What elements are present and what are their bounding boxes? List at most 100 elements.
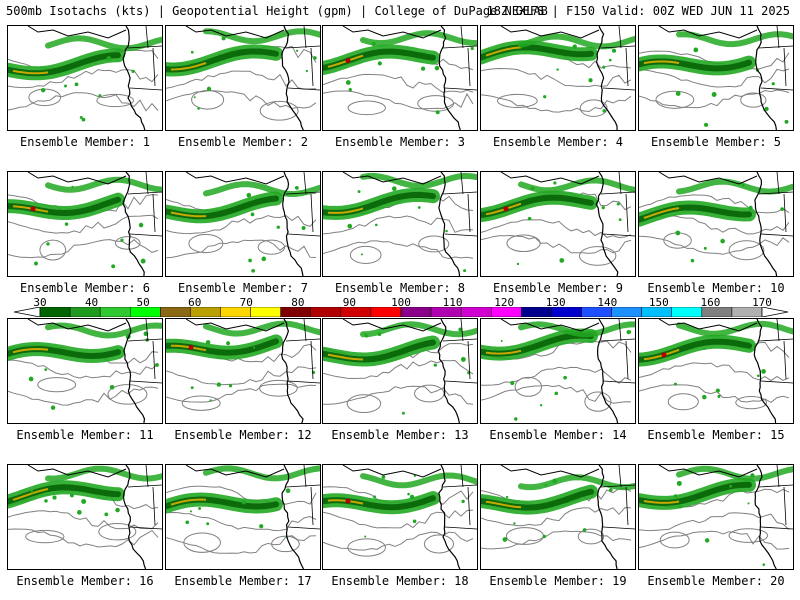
colorbar-tick-label: 170 — [752, 296, 772, 309]
colorbar-swatch — [611, 307, 642, 317]
colorbar-swatch — [731, 307, 763, 317]
ensemble-member-map — [480, 171, 636, 277]
ensemble-member-map — [322, 318, 478, 424]
member-map-graphic — [639, 26, 793, 130]
colorbar-tick-label: 80 — [291, 296, 305, 309]
colorbar-tick-label: 110 — [442, 296, 463, 309]
colorbar-tick-label: 30 — [33, 296, 47, 309]
member-label: Ensemble Member: 11 — [16, 428, 154, 442]
member-label: Ensemble Member: 9 — [492, 281, 624, 295]
ensemble-member-map — [165, 464, 321, 570]
colorbar-strip — [14, 307, 788, 317]
member-map-graphic — [8, 26, 162, 130]
member-label: Ensemble Member: 15 — [647, 428, 785, 442]
member-map-graphic — [639, 172, 793, 276]
member-label: Ensemble Member: 10 — [647, 281, 785, 295]
ensemble-member-map — [165, 171, 321, 277]
colorbar-tick-label: 60 — [188, 296, 202, 309]
member-label: Ensemble Member: 16 — [16, 574, 154, 588]
colorbar-swatch — [460, 307, 492, 317]
colorbar-swatch — [400, 307, 432, 317]
member-label: Ensemble Member: 20 — [647, 574, 785, 588]
colorbar-swatch — [370, 307, 402, 317]
member-label: Ensemble Member: 3 — [334, 135, 466, 149]
member-label: Ensemble Member: 2 — [177, 135, 309, 149]
colorbar-tick-label: 40 — [84, 296, 99, 309]
colorbar-swatch — [220, 307, 251, 317]
ensemble-member-map — [7, 25, 163, 131]
header: 500mb Isotachs (kts) | Geopotential Heig… — [0, 0, 800, 22]
member-label: Ensemble Member: 19 — [489, 574, 627, 588]
member-map-graphic — [323, 465, 477, 569]
member-map-graphic — [481, 465, 635, 569]
colorbar-swatch — [69, 307, 101, 317]
colorbar-tick-label: 160 — [700, 296, 721, 309]
member-label: Ensemble Member: 17 — [174, 574, 312, 588]
member-map-graphic — [323, 319, 477, 423]
colorbar-swatch — [190, 307, 221, 317]
member-map-graphic — [639, 319, 793, 423]
model-run-info: 18Z GEFS | F150 Valid: 00Z WED JUN 11 20… — [486, 4, 790, 18]
member-map-graphic — [323, 26, 477, 130]
ensemble-member-map — [7, 318, 163, 424]
ensemble-member-map — [165, 25, 321, 131]
member-map-graphic — [8, 465, 162, 569]
member-label: Ensemble Member: 1 — [19, 135, 151, 149]
member-map-graphic — [323, 172, 477, 276]
colorbar-tick-label: 50 — [136, 296, 150, 309]
member-map-graphic — [481, 172, 635, 276]
colorbar-swatch — [160, 307, 191, 317]
colorbar-swatch — [39, 307, 71, 317]
colorbar-tick-label: 120 — [494, 296, 515, 309]
colorbar-swatch — [521, 307, 552, 317]
member-label: Ensemble Member: 6 — [19, 281, 151, 295]
ensemble-member-map — [480, 318, 636, 424]
member-label: Ensemble Member: 12 — [174, 428, 312, 442]
member-map-graphic — [166, 172, 320, 276]
colorbar-swatch — [99, 307, 131, 317]
ensemble-member-map — [322, 171, 478, 277]
colorbar-swatch — [551, 307, 582, 317]
ensemble-member-map — [322, 25, 478, 131]
ensemble-member-map — [638, 318, 794, 424]
ensemble-member-map — [480, 25, 636, 131]
ensemble-member-map — [638, 464, 794, 570]
ensemble-member-map — [7, 171, 163, 277]
colorbar-ticks: 30 40 50 60 70 80 90 100 110 120 130 140 150 160 170 — [14, 296, 788, 309]
member-map-graphic — [481, 319, 635, 423]
member-map-graphic — [166, 319, 320, 423]
member-map-graphic — [639, 465, 793, 569]
member-label: Ensemble Member: 5 — [650, 135, 782, 149]
colorbar-tick-label: 130 — [545, 296, 566, 309]
colorbar-swatch — [310, 307, 342, 317]
ensemble-member-map — [638, 171, 794, 277]
member-label: Ensemble Member: 4 — [492, 135, 624, 149]
colorbar-tick-label: 150 — [648, 296, 669, 309]
member-label: Ensemble Member: 14 — [489, 428, 627, 442]
colorbar-swatch — [491, 307, 522, 317]
product-title: 500mb Isotachs (kts) | Geopotential Heig… — [6, 4, 548, 18]
colorbar-swatch — [250, 307, 281, 317]
colorbar-tick-label: 90 — [342, 296, 357, 309]
member-map-graphic — [481, 26, 635, 130]
ensemble-member-map — [638, 25, 794, 131]
colorbar-swatch — [280, 307, 311, 317]
colorbar-swatch — [340, 307, 372, 317]
ensemble-member-map — [322, 464, 478, 570]
colorbar-left-arrow — [14, 307, 41, 317]
ensemble-member-map — [7, 464, 163, 570]
ensemble-member-map — [480, 464, 636, 570]
colorbar-swatch — [671, 307, 703, 317]
member-label: Ensemble Member: 8 — [334, 281, 466, 295]
member-map-graphic — [166, 465, 320, 569]
colorbar-swatch — [641, 307, 673, 317]
member-label: Ensemble Member: 18 — [331, 574, 469, 588]
colorbar-tick-label: 140 — [597, 296, 618, 309]
colorbar-tick-label: 100 — [391, 296, 411, 309]
ensemble-member-map — [165, 318, 321, 424]
isotach-colorbar: 30 40 50 60 70 80 90 100 110 120 130 140 150 160 170 — [14, 296, 788, 320]
member-map-graphic — [8, 319, 162, 423]
member-map-graphic — [166, 26, 320, 130]
member-map-graphic — [8, 172, 162, 276]
